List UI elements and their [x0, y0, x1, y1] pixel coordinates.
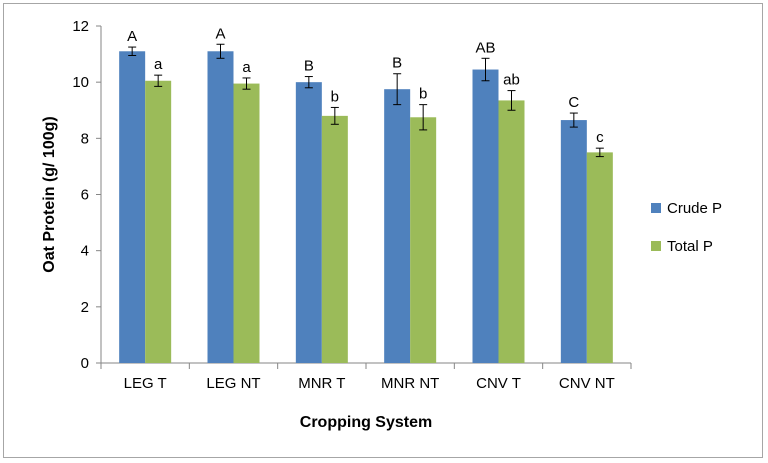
bar-crude-p [119, 51, 146, 364]
x-tick-label: MNR T [298, 375, 345, 392]
bar-total-p [410, 117, 437, 363]
significance-label: A [215, 25, 225, 42]
significance-label: b [331, 88, 339, 105]
bar-chart: 0 2 4 6 8 10 12 LEG T Aa LEG NT Aa MNR T Bb MNR NT Bb C… [41, 18, 722, 431]
bar-total-p [498, 100, 525, 363]
significance-label: B [392, 55, 402, 72]
significance-label: AB [475, 39, 495, 56]
significance-label: c [596, 129, 604, 146]
y-tick-label: 10 [72, 74, 89, 91]
bar-total-p [586, 152, 613, 363]
y-tick-label: 8 [81, 130, 89, 147]
bar-crude-p [207, 51, 234, 364]
bar-total-p [145, 80, 172, 363]
y-tick-label: 12 [72, 18, 89, 35]
bar-crude-p [560, 120, 587, 364]
x-axis-title: Cropping System [300, 414, 432, 431]
y-tick-label: 4 [81, 243, 89, 260]
legend-label: Crude P [667, 200, 722, 217]
bar-crude-p [295, 82, 322, 364]
x-tick-label: MNR NT [381, 375, 439, 392]
legend-swatch [651, 241, 661, 251]
significance-label: ab [503, 72, 520, 89]
x-tick-label: CNV T [476, 375, 521, 392]
x-tick-label: CNV NT [559, 375, 615, 392]
significance-label: A [127, 28, 137, 45]
x-tick-label: LEG T [124, 375, 167, 392]
significance-label: B [304, 58, 314, 75]
bar-total-p [233, 83, 260, 363]
legend-label: Total P [667, 238, 713, 255]
y-tick-label: 2 [81, 299, 89, 316]
y-tick-label: 6 [81, 187, 89, 204]
bar-crude-p [472, 69, 499, 363]
significance-label: a [242, 59, 251, 76]
bar-total-p [321, 115, 348, 363]
significance-label: b [419, 86, 427, 103]
bar-crude-p [384, 89, 411, 363]
significance-label: a [154, 56, 163, 73]
y-tick-label: 0 [81, 355, 89, 372]
legend-swatch [651, 203, 661, 213]
y-axis-title: Oat Protein (g/ 100g) [41, 116, 58, 272]
significance-label: C [568, 94, 579, 111]
x-tick-label: LEG NT [206, 375, 260, 392]
